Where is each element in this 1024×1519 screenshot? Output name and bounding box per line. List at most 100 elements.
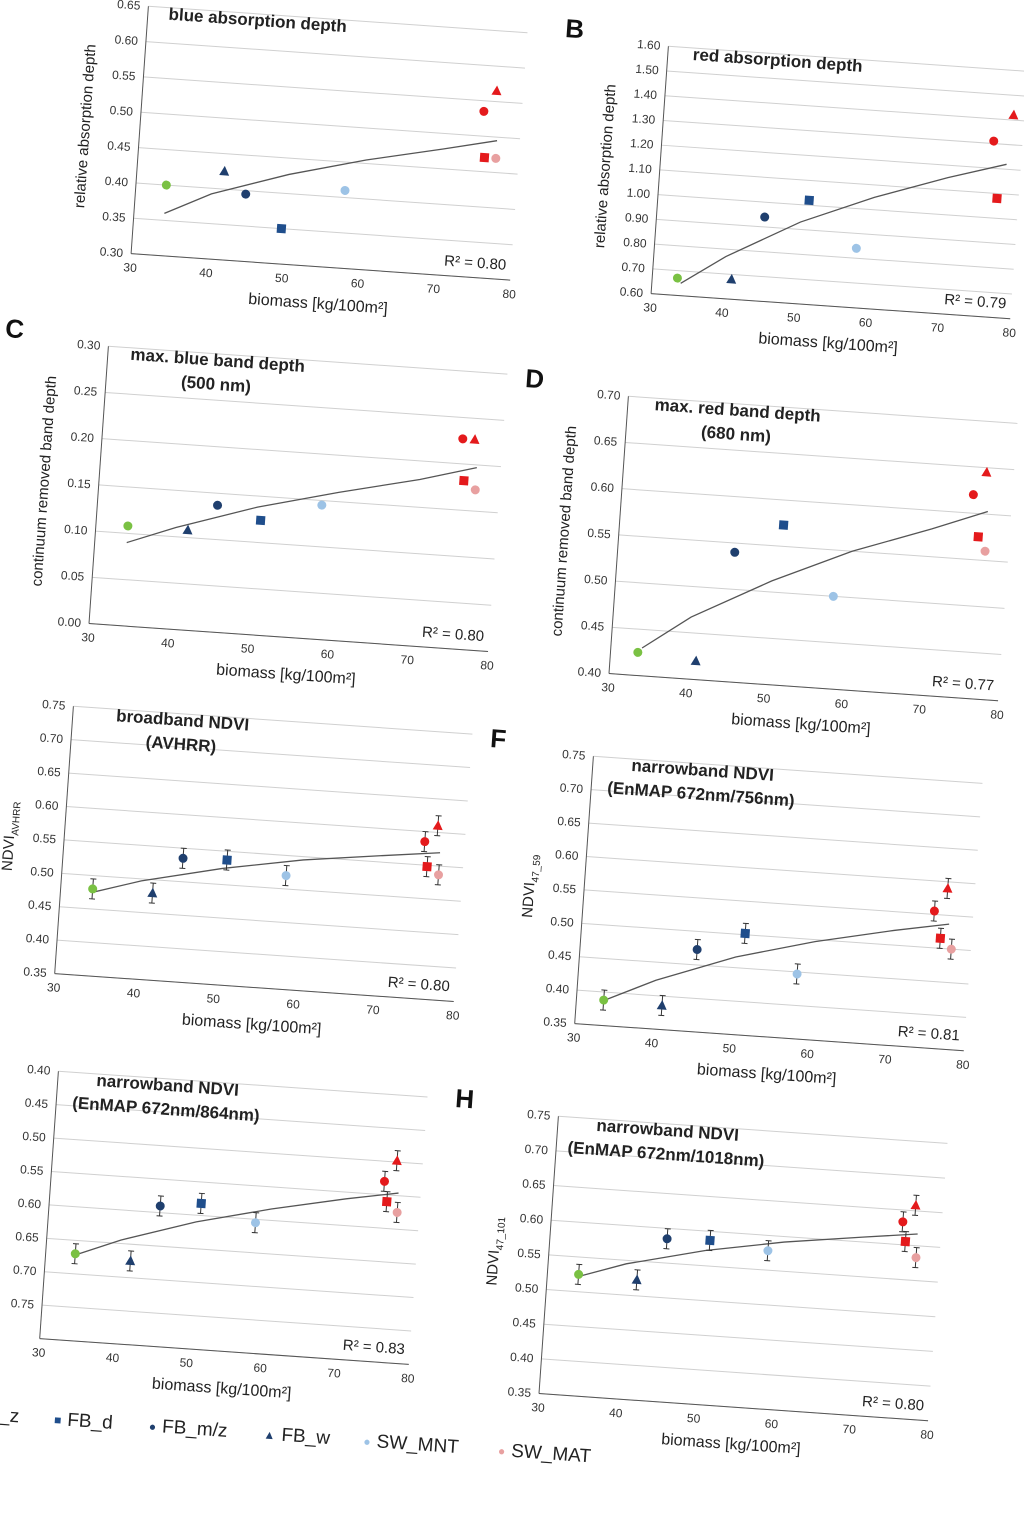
y-axis-label-sub: 47_101 <box>495 1216 508 1250</box>
x-tick-label: 30 <box>32 1345 47 1360</box>
y-tick-label: 0.90 <box>625 210 650 226</box>
x-tick-label: 70 <box>426 281 441 296</box>
x-tick-label: 40 <box>679 686 694 701</box>
data-point <box>632 1274 643 1284</box>
panel-letter: H <box>454 1083 475 1115</box>
y-tick-label: 0.40 <box>510 1350 535 1366</box>
data-point <box>213 500 223 510</box>
data-point <box>125 1255 136 1265</box>
data-point <box>792 969 802 979</box>
y-axis-label: relative absorption depth <box>71 44 99 209</box>
y-tick-label: 0.80 <box>623 235 648 251</box>
x-tick-label: 60 <box>286 997 301 1012</box>
data-point <box>469 434 480 444</box>
data-point <box>256 516 266 526</box>
trend-curve <box>578 1211 917 1300</box>
x-axis-label: biomass [kg/100m²] <box>248 291 388 318</box>
data-point <box>178 853 188 863</box>
data-point <box>973 532 983 542</box>
gridline <box>69 773 468 801</box>
chart-title: (AVHRR) <box>145 732 217 756</box>
x-tick-label: 80 <box>920 1427 935 1442</box>
data-point <box>946 944 956 954</box>
y-tick-label: 0.50 <box>550 914 575 930</box>
x-tick-label: 50 <box>275 271 290 286</box>
gridline <box>582 923 971 950</box>
data-point <box>829 592 839 602</box>
x-axis-label: biomass [kg/100m²] <box>696 1061 836 1088</box>
gridline <box>95 531 494 559</box>
x-tick-label: 80 <box>446 1008 461 1023</box>
y-tick-label: 0.50 <box>22 1129 47 1145</box>
gridline <box>667 71 1024 96</box>
x-tick-label: 80 <box>502 287 517 302</box>
data-point <box>760 212 770 222</box>
gridline <box>134 218 513 245</box>
chart-title: max. blue band depth <box>130 345 306 376</box>
y-tick-label: 0.75 <box>42 697 67 713</box>
x-tick-label: 50 <box>179 1355 194 1370</box>
x-axis-label: biomass [kg/100m²] <box>181 1012 321 1039</box>
gridline <box>42 1305 411 1331</box>
gridline <box>105 392 504 420</box>
data-point <box>147 887 158 897</box>
y-tick-label: 0.50 <box>514 1280 539 1296</box>
x-tick-label: 50 <box>722 1041 737 1056</box>
data-point <box>673 273 683 283</box>
y-tick-label: 0.45 <box>512 1315 537 1331</box>
gridline <box>544 1324 933 1351</box>
y-tick-label: 0.60 <box>519 1211 544 1227</box>
gridline <box>66 806 465 834</box>
gridline <box>622 489 1011 516</box>
data-point <box>281 871 291 881</box>
gridline <box>625 442 1014 469</box>
gridline <box>655 244 1014 269</box>
x-tick-label: 50 <box>686 1411 701 1426</box>
y-tick-label: 0.70 <box>39 730 64 746</box>
y-tick-label: 0.10 <box>64 522 89 538</box>
x-tick-label: 40 <box>105 1350 120 1365</box>
y-tick-label: 0.40 <box>104 174 129 190</box>
r-squared-label: R² = 0.80 <box>862 1393 925 1414</box>
y-tick-label: 0.70 <box>559 780 584 796</box>
gridline <box>54 1138 423 1164</box>
r-squared-label: R² = 0.80 <box>387 974 450 995</box>
y-tick-label: 0.35 <box>543 1014 568 1030</box>
y-axis-label: continuum removed band depth <box>548 425 580 637</box>
gridline <box>62 873 461 901</box>
y-tick-label: 1.30 <box>631 111 656 127</box>
panel-letter: C <box>4 313 25 345</box>
x-axis-label: biomass [kg/100m²] <box>216 662 356 689</box>
y-tick-label: 0.40 <box>27 1062 52 1078</box>
data-point <box>222 855 232 865</box>
data-point <box>277 224 287 234</box>
data-point <box>380 1177 390 1187</box>
gridline <box>554 1186 943 1213</box>
y-tick-label: 0.40 <box>545 981 570 997</box>
trend-curve <box>75 1171 398 1277</box>
r-squared-label: R² = 0.83 <box>342 1337 405 1358</box>
chart-title: (680 nm) <box>700 422 771 446</box>
x-tick-label: 60 <box>253 1361 268 1376</box>
y-tick-label: 1.00 <box>626 185 651 201</box>
gridline <box>136 183 515 210</box>
gridline <box>551 1220 940 1247</box>
x-tick-label: 30 <box>601 680 616 695</box>
data-point <box>657 1000 668 1010</box>
data-point <box>70 1249 80 1259</box>
legend-item-0: _z <box>0 1405 20 1428</box>
gridline <box>619 535 1008 562</box>
x-tick-label: 70 <box>327 1366 342 1381</box>
data-point <box>989 136 999 146</box>
data-point <box>763 1246 773 1256</box>
y-tick-label: 0.20 <box>70 429 95 445</box>
gridline <box>99 485 498 513</box>
y-tick-label: 0.65 <box>522 1176 547 1192</box>
legend-item-fb-d: ■FB_d <box>53 1409 113 1435</box>
